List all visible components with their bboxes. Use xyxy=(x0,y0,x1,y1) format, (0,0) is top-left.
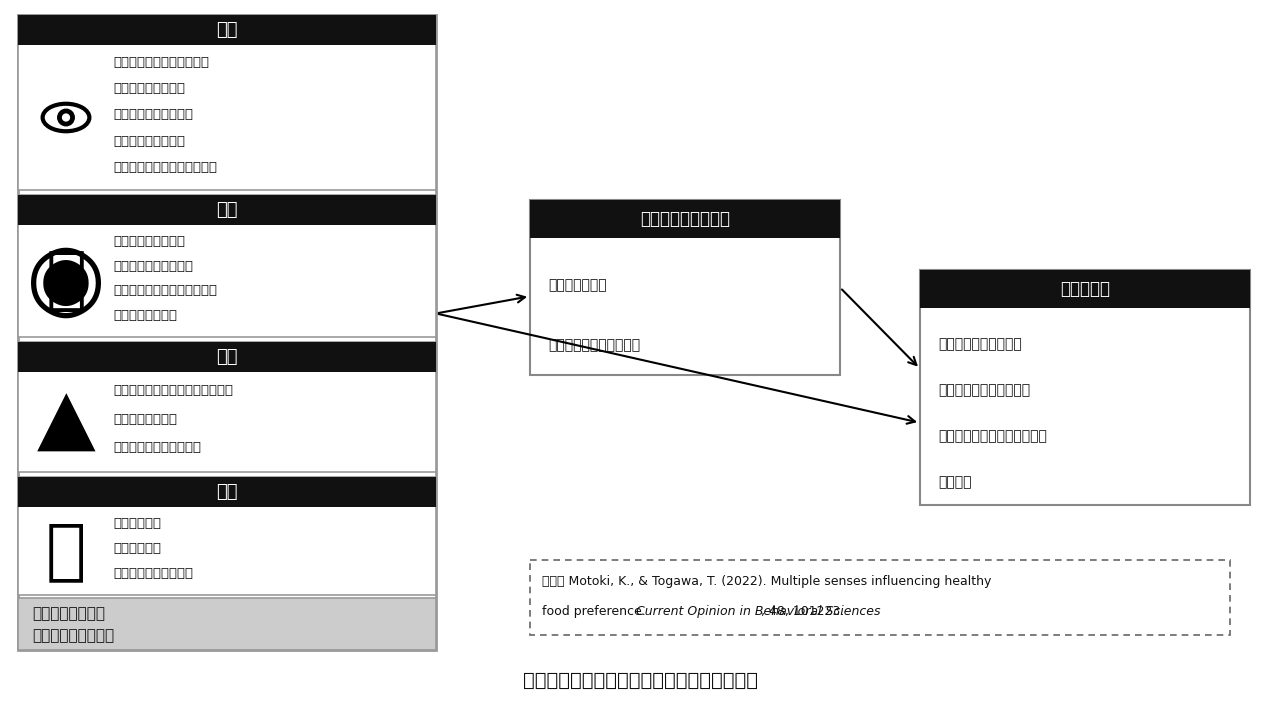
Bar xyxy=(18,342,436,372)
Text: 多感覚の仮想空間: 多感覚の仮想空間 xyxy=(32,606,105,621)
Bar xyxy=(18,15,436,650)
Text: 知覚的／認知的反応: 知覚的／認知的反応 xyxy=(640,210,730,228)
Text: ・食品や容器の形状: ・食品や容器の形状 xyxy=(113,82,186,95)
Bar xyxy=(18,15,436,190)
Bar xyxy=(18,195,436,337)
Text: 触覚: 触覚 xyxy=(216,483,238,501)
Text: ・食品の物理的な重量: ・食品の物理的な重量 xyxy=(113,567,193,580)
Text: ✋: ✋ xyxy=(46,518,86,584)
Text: 👂: 👂 xyxy=(45,247,87,315)
Bar xyxy=(18,342,436,472)
Text: ◉: ◉ xyxy=(26,236,106,326)
Text: ・健康的食品への選好: ・健康的食品への選好 xyxy=(938,338,1021,351)
Bar xyxy=(18,477,436,507)
Bar xyxy=(920,270,1251,505)
Circle shape xyxy=(61,113,70,122)
Text: ・食品の触感: ・食品の触感 xyxy=(113,542,161,555)
Text: ・ＢＧＭの音楽的属性: ・ＢＧＭの音楽的属性 xyxy=(113,259,193,273)
Text: ・材質の視覚的要因: ・材質の視覚的要因 xyxy=(113,135,186,148)
Text: ▲: ▲ xyxy=(37,385,96,459)
Bar xyxy=(920,270,1251,308)
Text: ・健康性の連想: ・健康性の連想 xyxy=(548,279,607,293)
Bar xyxy=(530,200,840,238)
Text: food preference.: food preference. xyxy=(541,605,650,619)
Text: 行動的反応: 行動的反応 xyxy=(1060,280,1110,298)
Circle shape xyxy=(58,110,74,126)
Text: ・ＢＧＭのジャンル: ・ＢＧＭのジャンル xyxy=(113,235,186,247)
Text: ・盛り付けの視覚的な美しさ: ・盛り付けの視覚的な美しさ xyxy=(113,161,218,174)
Text: ・温度を連想させる香り: ・温度を連想させる香り xyxy=(113,441,201,454)
Text: ・垂直的／水平的配置: ・垂直的／水平的配置 xyxy=(113,108,193,122)
Text: 感覚的手がかりが健康的食行動に及ぼす影響: 感覚的手がかりが健康的食行動に及ぼす影響 xyxy=(522,670,758,689)
Text: 聴覚: 聴覚 xyxy=(216,201,238,219)
Bar xyxy=(18,477,436,595)
Text: 嗅覚: 嗅覚 xyxy=(216,348,238,366)
Text: 視覚: 視覚 xyxy=(216,21,238,39)
Text: ・健康的／非健康的な食品の香り: ・健康的／非健康的な食品の香り xyxy=(113,384,233,397)
Text: ・消費量: ・消費量 xyxy=(938,475,972,489)
Bar xyxy=(530,200,840,375)
Text: 出典： Motoki, K., & Togawa, T. (2022). Multiple senses influencing healthy: 出典： Motoki, K., & Togawa, T. (2022). Mul… xyxy=(541,575,992,588)
Text: 多感覚の教育的介入: 多感覚の教育的介入 xyxy=(32,628,114,643)
Text: ・健康的食品の味覚評価: ・健康的食品の味覚評価 xyxy=(548,338,640,352)
Text: ・ブランド・ネームの音象徴: ・ブランド・ネームの音象徴 xyxy=(113,284,218,298)
Bar xyxy=(18,598,436,650)
Bar xyxy=(18,195,436,225)
Text: ・メッセージの色彩と照明: ・メッセージの色彩と照明 xyxy=(113,56,209,69)
Bar xyxy=(18,15,436,45)
Text: Current Opinion in Behavioral Sciences: Current Opinion in Behavioral Sciences xyxy=(635,605,881,619)
Text: ・健康的食品の購買意図: ・健康的食品の購買意図 xyxy=(938,383,1030,397)
Text: , 48, 101223.: , 48, 101223. xyxy=(760,605,844,619)
Bar xyxy=(530,560,1230,635)
Text: ・香りの暴露時間: ・香りの暴露時間 xyxy=(113,413,177,426)
Text: ・健康的食品への支払意思額: ・健康的食品への支払意思額 xyxy=(938,429,1047,443)
Text: ・ソニック・ロゴ: ・ソニック・ロゴ xyxy=(113,310,177,322)
Text: ・食品の温度: ・食品の温度 xyxy=(113,517,161,530)
